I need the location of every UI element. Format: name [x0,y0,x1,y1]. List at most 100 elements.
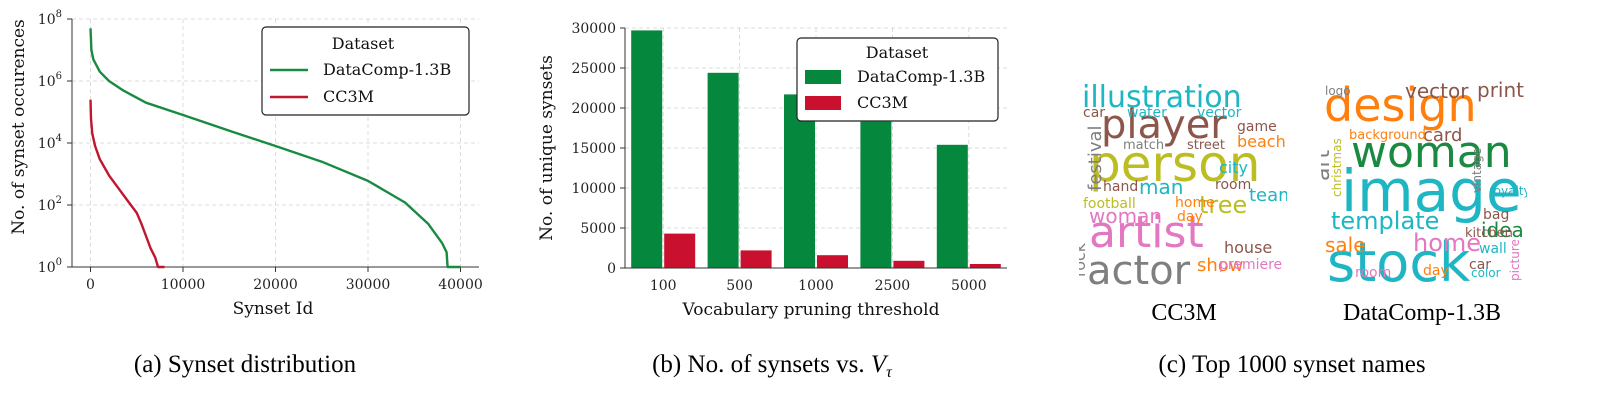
caption-a: (a) Synset distribution [134,351,357,378]
wordcloud-word-woman: woman [1351,127,1512,178]
caption-c: (c) Top 1000 synset names [1158,351,1425,378]
legend-box [261,26,470,116]
tick-labels: 0 10000 20000 30000 40000 100 102 104 106 108 [38,9,483,293]
wordcloud-word-background: background [1349,128,1426,143]
bar-cc3m-500 [740,250,772,268]
caption-b-var: V [871,351,889,378]
y-tick-label: 104 [38,133,62,152]
series-line-cc3m [89,99,165,269]
y-axis-label: No. of synset occurences [9,19,29,235]
x-tick-label: 2500 [875,278,911,294]
wordcloud-word-picture: picture [1508,239,1522,281]
synsets-vs-threshold-chart: 0 5000 10000 15000 20000 25000 30000 100 500 1000… [537,21,1007,381]
wordcloud-word-vector: vector [1197,105,1242,121]
caption-b-text: (b) No. of synsets vs. [652,351,871,378]
wordcloud-word-logo: logo [1325,84,1351,98]
wordcloud-word-hand: hand [1103,179,1138,195]
wordcloud-word-house: house [1224,238,1272,257]
bar-datacomp-500 [707,72,739,268]
wordcloud-word-art: art [1310,149,1335,181]
x-tick-label: 0 [86,277,95,293]
wordcloud-word-city: city [1219,158,1248,177]
x-tick-label: 5000 [951,278,987,294]
legend-box [796,37,999,122]
wordcloud-label-cc3m: CC3M [1151,300,1216,326]
bars [631,30,1001,269]
wordcloud-label-datacomp: DataComp-1.3B [1343,300,1501,326]
legend-title: Dataset [866,43,929,62]
wordcloud-word-room: room [1215,177,1251,193]
x-tick-label: 30000 [346,277,391,293]
y-tick-label: 25000 [571,61,616,77]
wordcloud-word-team: team [1249,185,1296,206]
bar-cc3m-2500 [893,260,925,268]
y-tick-label: 20000 [571,101,616,117]
wordcloud-word-sale: sale [1325,233,1366,257]
wordcloud-word-christmas: christmas [1330,138,1344,197]
x-axis-label: Synset Id [233,299,314,319]
wordcloud-word-color: color [1471,266,1501,280]
x-tick-label: 500 [726,278,753,294]
wordcloud-word-print: print [1477,78,1524,102]
y-tick-label: 106 [38,71,62,90]
wordcloud-word-artist: artist [1089,207,1204,258]
bar-cc3m-100 [664,233,696,268]
wordcloud-word-image: image [1341,157,1522,225]
y-tick-label: 5000 [580,221,616,237]
synset-distribution-chart: 0 10000 20000 30000 40000 100 102 104 106 108 Syn… [9,9,483,378]
wordcloud-word-tree: tree [1199,191,1247,219]
axes [67,18,479,272]
x-axis-label: Vocabulary pruning threshold [682,300,940,320]
wordcloud-word-vector: vector [1405,79,1469,103]
x-tick-label: 100 [650,278,677,294]
wordcloud-word-home: home [1175,195,1215,211]
y-tick-label: 0 [607,261,616,277]
y-tick-label: 100 [38,257,62,276]
wordcloud-background [1079,81,1287,287]
wordcloud-word-water: water [1127,105,1167,121]
legend-title: Dataset [332,34,395,53]
y-tick-label: 10000 [571,181,616,197]
wordcloud-word-illustration: illustration [1082,80,1242,115]
wordcloud-word-day: day [1423,263,1449,279]
wordcloud-word-wall: wall [1479,241,1507,257]
wordcloud-word-actor: actor [1087,248,1191,294]
wordcloud-word-royalty: royalty [1489,184,1531,198]
wordcloud-word-vintage: vintage [1470,148,1484,193]
wordcloud-word-game: game [1237,119,1277,135]
wordcloud-word-day: day [1177,209,1203,225]
legend-label-cc3m: CC3M [857,93,908,112]
legend: Dataset DataComp-1.3B CC3M [261,26,470,116]
wordcloud-word-car: car [1469,257,1491,273]
y-tick-label: 108 [38,9,62,28]
wordcloud-word-card: card [1423,125,1462,146]
series-line-datacomp [89,28,461,269]
x-tick-label: 1000 [798,278,834,294]
bar-datacomp-2500 [860,121,892,268]
wordcloud-word-player: player [1101,102,1227,148]
caption-b: (b) No. of synsets vs. Vτ [652,351,893,381]
wordcloud-word-rock: rock [1070,242,1089,277]
wordcloud-word-design: design [1324,78,1477,132]
bar-datacomp-1000 [784,94,815,269]
bar-datacomp-100 [631,30,663,269]
x-tick-label: 40000 [438,277,483,293]
bar-datacomp-5000 [936,144,968,268]
axes [620,27,1007,269]
wordcloud-word-football: football [1083,196,1136,212]
y-tick-label: 102 [38,195,62,214]
legend-swatch-cc3m [805,96,841,110]
bar-cc3m-1000 [817,255,848,268]
wordcloud-word-idea: idea [1481,218,1524,242]
wordcloud-word-home: home [1413,229,1481,257]
wordcloud-word-template: template [1331,207,1439,235]
wordcloud-word-festival: festival [1085,125,1106,191]
tick-labels: 0 5000 10000 15000 20000 25000 30000 100 500 1000… [571,21,986,294]
wordcloud-word-car: car [1083,105,1105,121]
y-tick-label: 30000 [571,21,616,37]
